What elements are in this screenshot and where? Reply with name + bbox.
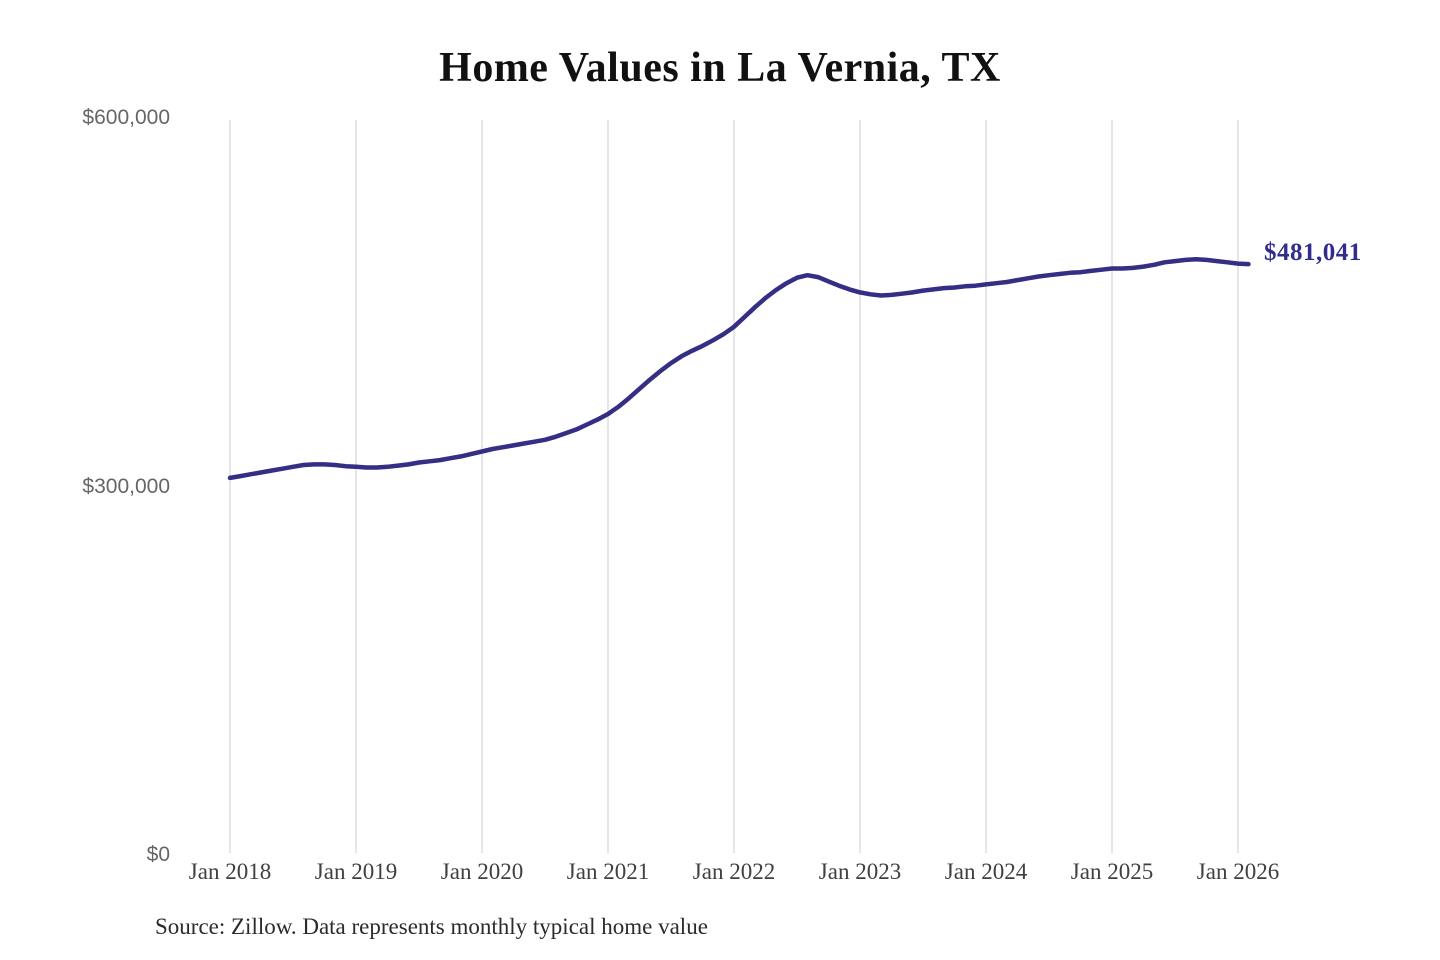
home-value-series-line [227, 257, 1251, 481]
y-tick-label: $600,000 [82, 106, 170, 129]
source-note: Source: Zillow. Data represents monthly … [155, 914, 708, 939]
x-tick-label: Jan 2025 [1070, 859, 1154, 884]
latest-value-label: $481,041 [1264, 239, 1362, 266]
x-tick-label: Jan 2021 [566, 859, 650, 884]
x-tick-label: Jan 2022 [692, 859, 776, 884]
x-tick-label: Jan 2024 [944, 859, 1028, 884]
x-tick-label: Jan 2019 [314, 859, 398, 884]
x-tick-label: Jan 2023 [818, 859, 902, 884]
y-tick-label: $0 [146, 843, 170, 866]
vertical-gridlines [229, 120, 1239, 853]
x-tick-label: Jan 2020 [440, 859, 524, 884]
chart-title: Home Values in La Vernia, TX [439, 45, 1001, 91]
x-tick-label: Jan 2018 [188, 859, 272, 884]
y-tick-label: $300,000 [82, 474, 170, 498]
x-tick-label: Jan 2026 [1196, 859, 1280, 884]
